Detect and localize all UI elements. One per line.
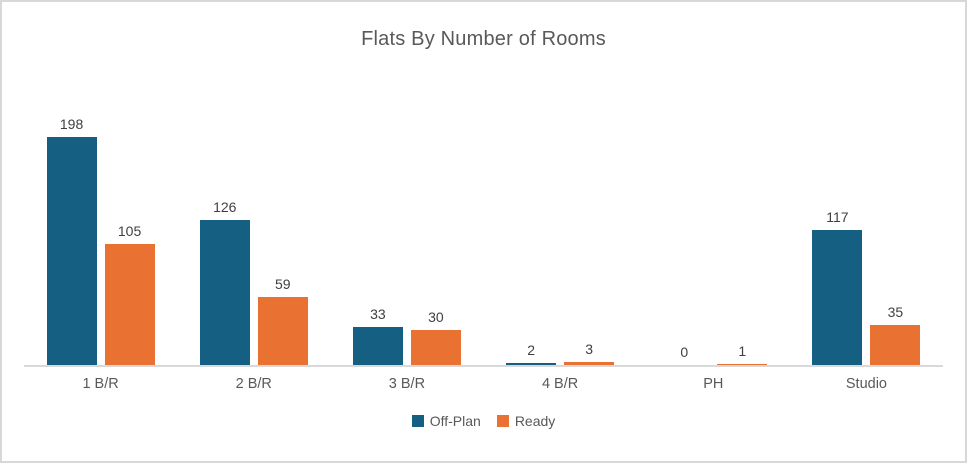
bar-value-label: 0 — [680, 344, 689, 360]
legend-label: Off-Plan — [429, 413, 481, 429]
bar-ready[interactable] — [410, 330, 461, 365]
bar-item-off-plan: 126 — [199, 199, 250, 365]
bar-value-label: 1 — [738, 343, 747, 359]
x-axis-label-4-b-r: 4 B/R — [541, 376, 579, 392]
bar-group-3-b-r: 33 30 — [330, 306, 483, 365]
legend-label: Ready — [514, 413, 556, 429]
bar-off-plan[interactable] — [352, 327, 403, 365]
legend-swatch-off-plan — [411, 415, 424, 427]
bar-value-label: 33 — [370, 306, 386, 322]
bar-item-off-plan: 0 — [659, 344, 709, 365]
x-axis-label-ph: PH — [703, 376, 724, 392]
bar-off-plan[interactable] — [199, 220, 250, 365]
bar-off-plan[interactable] — [46, 137, 97, 365]
bar-value-label: 30 — [428, 309, 444, 325]
bar-item-ready: 30 — [410, 309, 461, 365]
bar-ready[interactable] — [717, 364, 768, 365]
bar-item-ready: 59 — [257, 276, 308, 365]
bar-value-label: 126 — [213, 199, 237, 215]
bar-group-2-b-r: 126 59 — [177, 199, 330, 365]
bar-value-label: 105 — [117, 223, 142, 239]
bar-off-plan[interactable] — [812, 230, 863, 365]
legend: Off-Plan Ready — [2, 413, 965, 429]
bar-value-label: 35 — [887, 304, 904, 320]
bar-ready[interactable] — [870, 325, 921, 365]
bar-value-label: 3 — [585, 341, 593, 357]
x-axis-label-2-b-r: 2 B/R — [235, 376, 272, 392]
legend-swatch-ready — [496, 415, 509, 427]
chart-title: Flats By Number of Rooms — [361, 28, 606, 50]
legend-item-off-plan[interactable]: Off-Plan — [411, 413, 481, 429]
bar-ready[interactable] — [257, 297, 308, 365]
bar-item-off-plan: 198 — [46, 116, 97, 365]
bar-item-off-plan: 117 — [812, 209, 863, 365]
bar-group-studio: 117 35 — [790, 209, 943, 365]
bar-item-ready: 1 — [717, 343, 768, 365]
x-axis: 1 B/R 2 B/R 3 B/R 4 B/R PH Studio — [24, 367, 943, 392]
bar-item-off-plan: 33 — [352, 306, 403, 365]
bar-value-label: 59 — [274, 276, 291, 292]
x-axis-label-1-b-r: 1 B/R — [82, 376, 119, 392]
bar-value-label: 2 — [527, 342, 535, 358]
bar-value-label: 198 — [59, 116, 84, 132]
bar-group-1-b-r: 198 105 — [24, 116, 177, 365]
x-axis-label-3-b-r: 3 B/R — [388, 376, 426, 392]
bar-item-ready: 35 — [870, 304, 921, 365]
bar-item-ready: 105 — [104, 223, 155, 365]
bar-item-ready: 3 — [564, 341, 615, 365]
bar-ready[interactable] — [564, 362, 615, 365]
bar-ready[interactable] — [104, 244, 155, 365]
legend-item-ready[interactable]: Ready — [496, 413, 556, 429]
bar-item-off-plan: 2 — [506, 342, 557, 365]
x-axis-label-studio: Studio — [845, 376, 887, 392]
bar-value-label: 117 — [826, 209, 849, 225]
bar-off-plan[interactable] — [506, 363, 557, 365]
plot-area: 198 105 126 59 33 30 2 3 0 1 117 35 — [24, 54, 943, 367]
